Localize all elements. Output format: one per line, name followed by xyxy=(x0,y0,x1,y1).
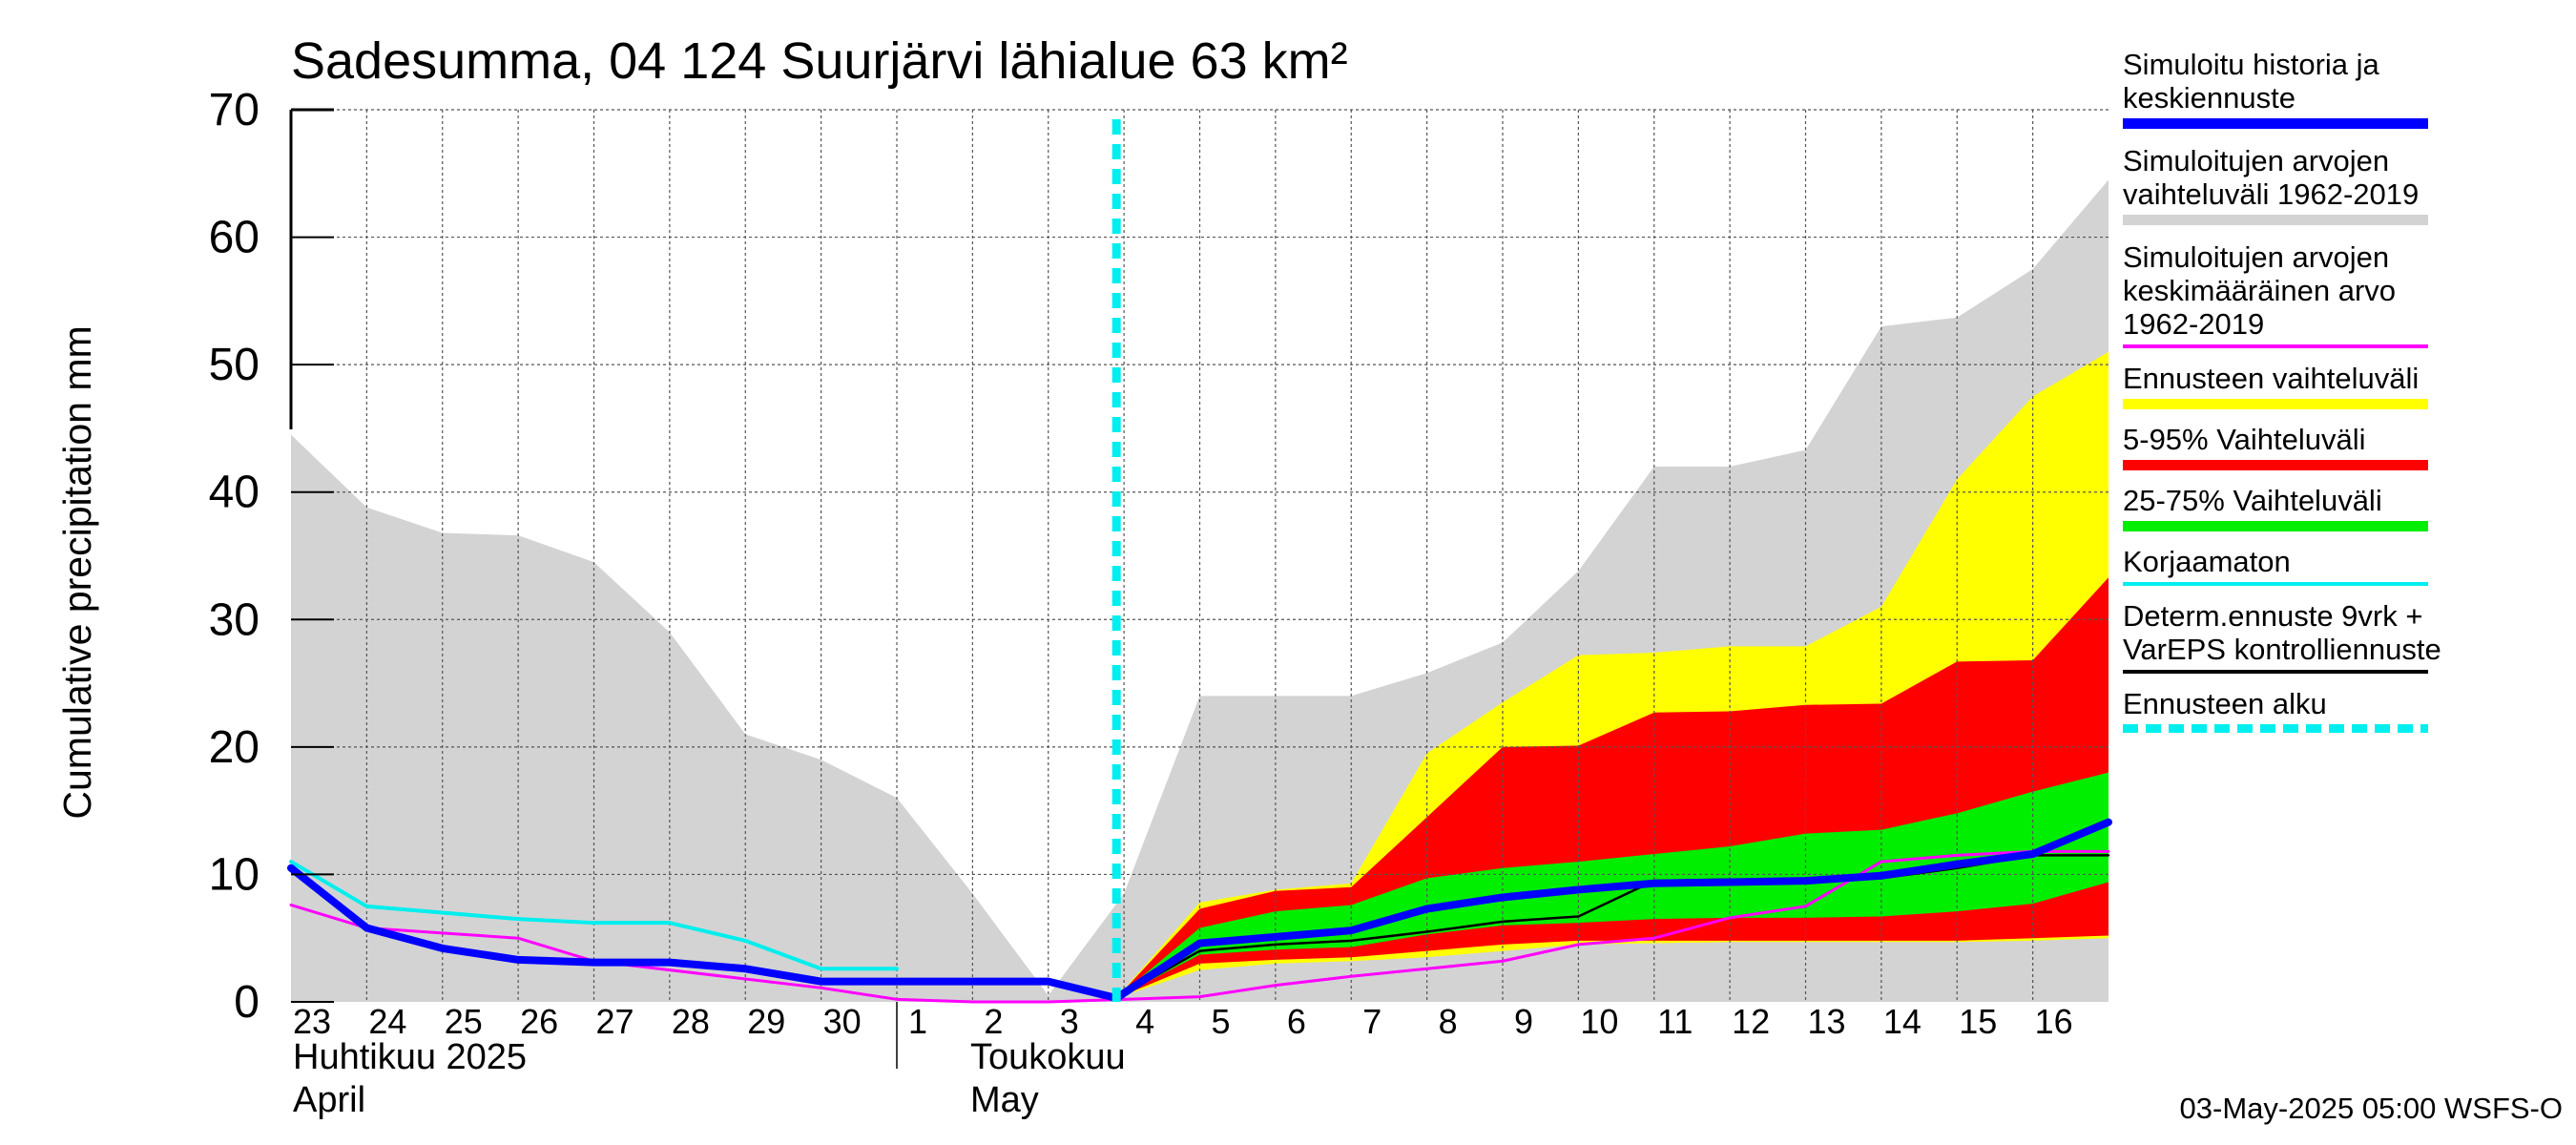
legend-swatch xyxy=(2123,521,2428,531)
series-line-1 xyxy=(289,860,899,971)
x-tick-label: 23 xyxy=(293,1002,331,1041)
y-tick-label: 20 xyxy=(209,722,260,773)
x-tick-label: 15 xyxy=(1959,1002,1997,1041)
x-tick-label: 5 xyxy=(1211,1002,1230,1041)
legend-item: Ennusteen vaihteluväli xyxy=(2123,362,2552,409)
y-tick-label: 30 xyxy=(209,594,260,645)
month-label-en: May xyxy=(970,1080,1039,1120)
x-tick-label: 28 xyxy=(672,1002,710,1041)
legend-label: Simuloitujen arvojen vaihteluväli 1962-2… xyxy=(2123,144,2420,211)
legend-swatch xyxy=(2123,670,2428,674)
legend-label: Ennusteen alku xyxy=(2123,687,2327,720)
x-tick-label: 26 xyxy=(520,1002,558,1041)
y-axis-label: Cumulative precipitation mm xyxy=(55,325,99,819)
timestamp-footer: 03-May-2025 05:00 WSFS-O xyxy=(2179,1092,2563,1125)
x-tick-label: 7 xyxy=(1362,1002,1381,1041)
x-tick-label: 10 xyxy=(1580,1002,1618,1041)
month-label: Toukokuu xyxy=(970,1037,1126,1077)
legend-item: Simuloitu historia ja keskiennuste xyxy=(2123,48,2552,129)
y-tick-label: 40 xyxy=(209,468,260,518)
x-tick-label: 6 xyxy=(1287,1002,1306,1041)
legend-item: Simuloitujen arvojen vaihteluväli 1962-2… xyxy=(2123,144,2552,225)
chart-title: Sadesumma, 04 124 Suurjärvi lähialue 63 … xyxy=(291,32,1348,90)
axes-layer xyxy=(289,108,898,1069)
month-label: Huhtikuu 2025 xyxy=(293,1037,527,1077)
legend-label: Determ.ennuste 9vrk + VarEPS kontrollien… xyxy=(2123,599,2441,666)
x-tick-label: 14 xyxy=(1883,1002,1922,1041)
x-tick-label: 9 xyxy=(1514,1002,1533,1041)
legend-swatch xyxy=(2123,582,2428,586)
legend-label: Simuloitujen arvojen keskimääräinen arvo… xyxy=(2123,240,2397,341)
x-tick-label: 8 xyxy=(1439,1002,1458,1041)
legend-label: Korjaamaton xyxy=(2123,545,2291,578)
x-tick-label: 2 xyxy=(984,1002,1003,1041)
month-label-en: April xyxy=(293,1080,365,1120)
legend-swatch xyxy=(2123,460,2428,470)
legend-swatch xyxy=(2123,724,2428,733)
legend-label: Ennusteen vaihteluväli xyxy=(2123,362,2420,395)
y-tick-label: 10 xyxy=(209,849,260,900)
x-tick-label: 11 xyxy=(1657,1002,1693,1041)
x-tick-label: 30 xyxy=(823,1002,862,1041)
legend-label: 25-75% Vaihteluväli xyxy=(2123,484,2382,517)
legend-swatch xyxy=(2123,399,2428,409)
legend-swatch xyxy=(2123,215,2428,225)
x-tick-label: 27 xyxy=(595,1002,634,1041)
y-tick-label: 0 xyxy=(234,977,260,1028)
legend-item: Determ.ennuste 9vrk + VarEPS kontrollien… xyxy=(2123,599,2552,674)
x-tick-label: 24 xyxy=(368,1002,406,1041)
y-tick-label: 60 xyxy=(209,213,260,263)
x-tick-label: 13 xyxy=(1807,1002,1845,1041)
y-tick-label: 70 xyxy=(209,85,260,135)
series-line-3 xyxy=(287,818,2112,1002)
legend-swatch xyxy=(2123,118,2428,129)
x-tick-label: 4 xyxy=(1135,1002,1154,1041)
legend-label: Simuloitu historia ja keskiennuste xyxy=(2123,48,2379,114)
legend-swatch xyxy=(2123,344,2428,348)
x-tick-label: 29 xyxy=(747,1002,785,1041)
x-tick-label: 3 xyxy=(1060,1002,1079,1041)
legend-item: 5-95% Vaihteluväli xyxy=(2123,423,2552,470)
legend: Simuloitu historia ja keskiennuste Simulo… xyxy=(2123,48,2552,733)
x-tick-label: 16 xyxy=(2035,1002,2073,1041)
legend-item: 25-75% Vaihteluväli xyxy=(2123,484,2552,531)
lines-layer xyxy=(287,119,2112,1004)
y-tick-label: 50 xyxy=(209,340,260,390)
legend-item: Simuloitujen arvojen keskimääräinen arvo… xyxy=(2123,240,2552,348)
x-tick-label: 12 xyxy=(1732,1002,1770,1041)
x-tick-label: 25 xyxy=(445,1002,483,1041)
legend-item: Korjaamaton xyxy=(2123,545,2552,586)
legend-item: Ennusteen alku xyxy=(2123,687,2552,733)
x-tick-label: 1 xyxy=(908,1002,927,1041)
legend-label: 5-95% Vaihteluväli xyxy=(2123,423,2366,456)
